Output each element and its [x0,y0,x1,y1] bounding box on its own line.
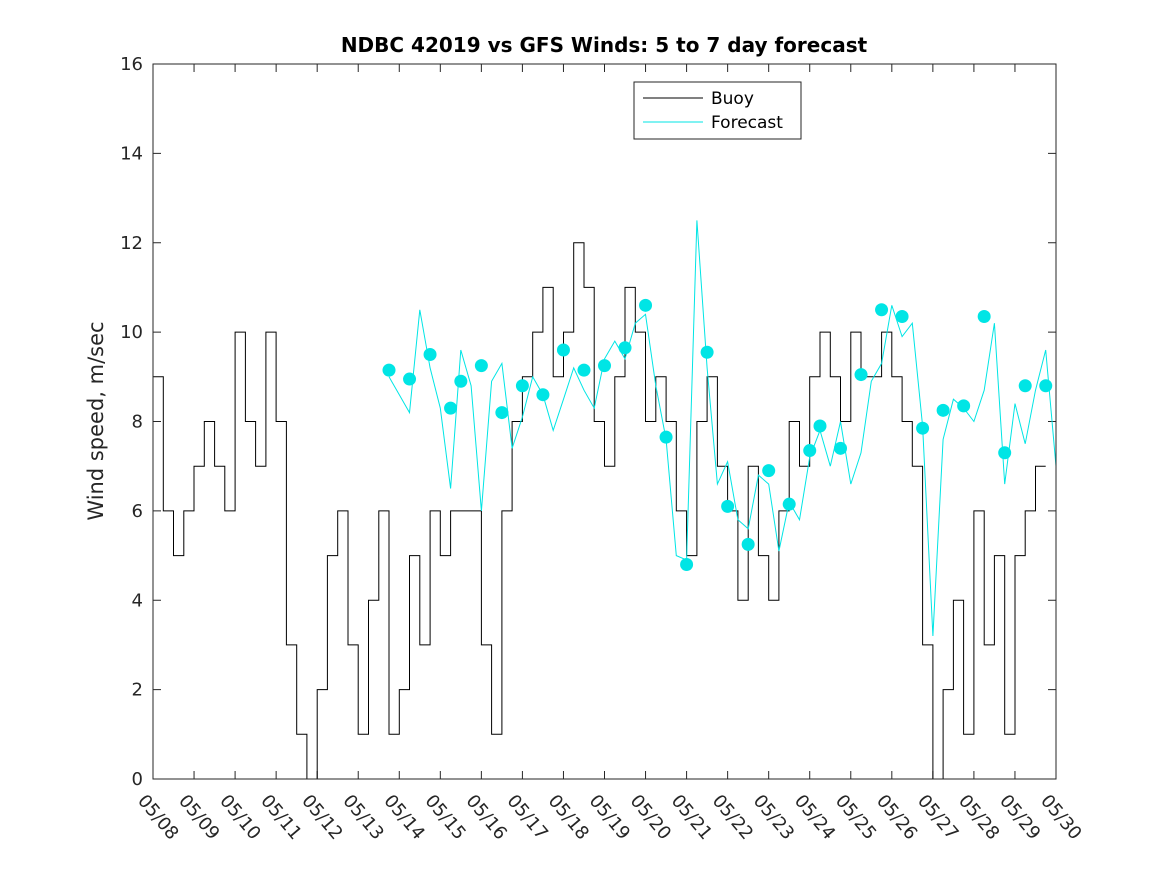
forecast-marker [854,368,868,382]
forecast-marker [618,341,632,355]
legend-box [633,81,802,140]
forecast-marker [495,406,509,420]
forecast-marker [1018,379,1032,393]
forecast-marker [875,303,889,317]
forecast-marker [659,430,673,444]
y-axis: 0 2 4 6 8 10 12 14 16 [120,54,1056,790]
forecast-marker [577,363,591,377]
forecast-marker [1039,379,1053,393]
forecast-marker [834,441,848,455]
forecast-marker [639,298,653,312]
forecast-marker [895,309,909,323]
forecast-marker [803,444,817,458]
chart-title: NDBC 42019 vs GFS Winds: 5 to 7 day fore… [341,33,868,57]
forecast-marker [813,419,827,433]
forecast-marker [741,537,755,551]
forecast-marker [936,403,950,417]
forecast-marker [515,379,529,393]
forecast-marker [721,499,735,513]
plot-frame [152,63,1057,780]
forecast-marker [680,558,694,571]
y-tick-label: 2 [132,680,143,701]
series-line-buoy [153,242,1046,780]
y-tick-label: 8 [132,412,143,433]
forecast-marker [536,388,550,402]
forecast-marker [977,309,991,323]
y-axis-label: Wind speed, m/sec [84,321,108,520]
legend-buoy-label: Buoy [711,89,754,109]
forecast-marker [916,421,930,435]
y-tick-label: 4 [132,590,143,611]
forecast-marker [598,359,611,373]
legend: Buoy Forecast [633,81,802,140]
legend-forecast-label: Forecast [711,113,783,133]
forecast-marker [700,345,714,359]
y-tick-label: 0 [132,769,143,790]
y-tick-label: 12 [120,233,143,254]
series-layer [153,220,1057,780]
forecast-marker [403,372,417,386]
forecast-marker [556,343,570,357]
forecast-marker [423,347,437,361]
forecast-marker [444,401,458,415]
forecast-marker [382,363,396,377]
y-tick-label: 6 [132,501,143,522]
forecast-marker [782,497,796,511]
y-tick-label: 16 [120,54,143,75]
y-tick-label: 10 [120,322,143,343]
forecast-marker [957,399,971,413]
forecast-marker [762,464,776,478]
y-tick-label: 14 [120,143,143,164]
forecast-marker [454,374,468,388]
forecast-marker [998,446,1012,460]
series-line-forecast [388,220,1057,637]
forecast-marker [474,359,488,373]
forecast-markers [382,298,1053,571]
